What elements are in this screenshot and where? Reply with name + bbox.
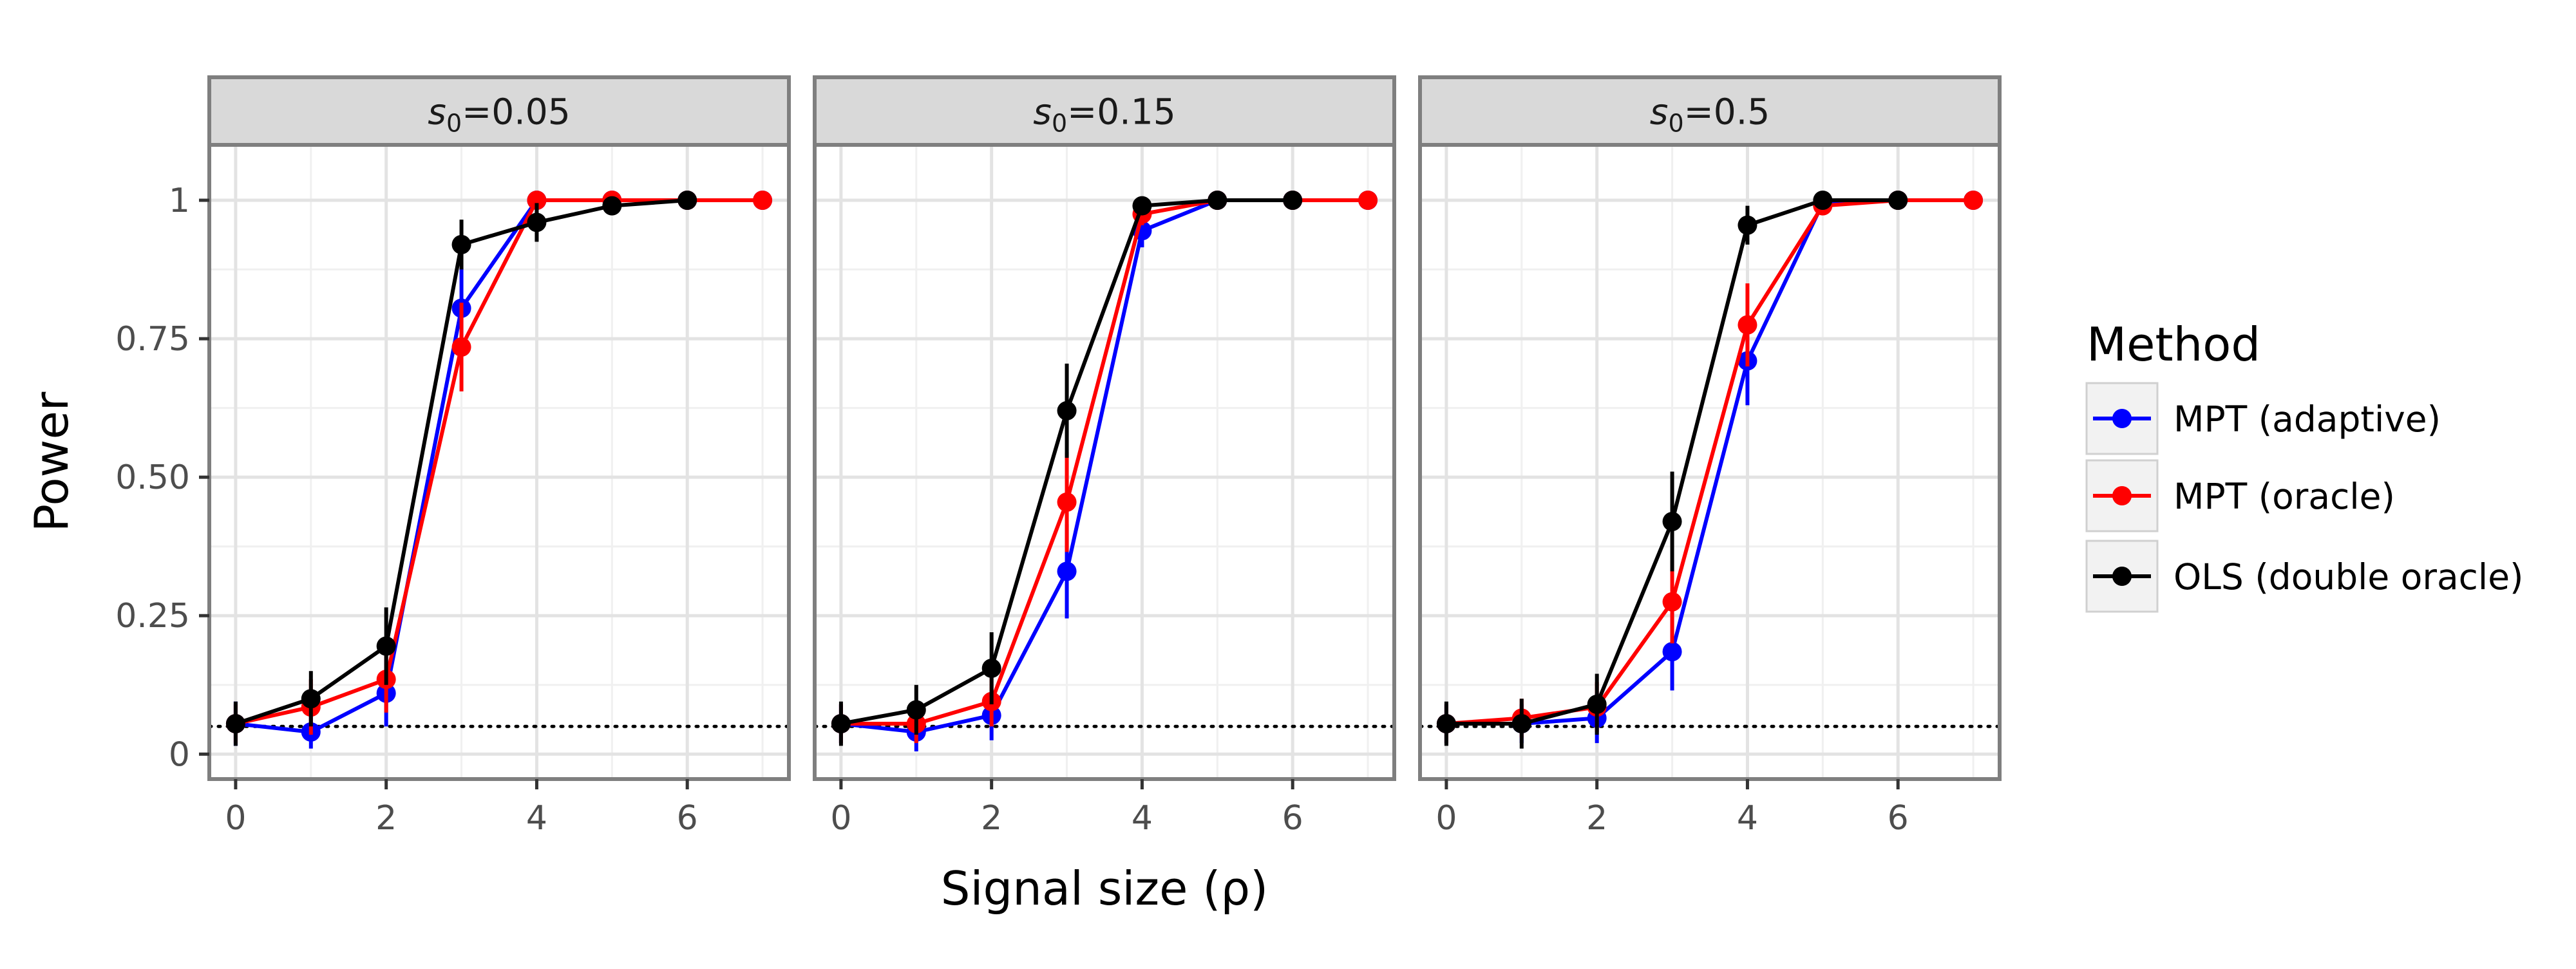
x-tick-label: 0 <box>1435 799 1457 838</box>
x-tick-label: 2 <box>1586 799 1607 838</box>
data-point <box>1132 196 1152 216</box>
data-point <box>527 212 547 232</box>
data-point <box>451 234 471 254</box>
data-point <box>1283 191 1303 211</box>
x-tick-label: 2 <box>375 799 397 838</box>
data-point <box>225 713 245 733</box>
strip-label: s0=0.15 <box>1033 91 1175 138</box>
x-tick-label: 2 <box>981 799 1002 838</box>
strip-label-subscript: 0 <box>446 109 462 138</box>
y-tick-label: 0 <box>169 735 190 774</box>
strip-label-value: =0.05 <box>462 91 571 133</box>
strip-label-value: =0.15 <box>1067 91 1176 133</box>
y-tick-label: 0.25 <box>115 597 190 635</box>
panel-border <box>1418 143 2002 781</box>
legend-label: MPT (adaptive) <box>2174 399 2441 440</box>
y-axis-title: Power <box>24 391 79 532</box>
strip-label: s0=0.5 <box>1650 91 1770 138</box>
data-point <box>753 191 773 211</box>
strip-label-value: =0.5 <box>1684 91 1770 133</box>
x-tick-label: 4 <box>526 799 547 838</box>
legend-entry: OLS (double oracle) <box>2085 540 2524 613</box>
strip-label-symbol: s <box>428 91 446 133</box>
data-point <box>831 713 851 733</box>
strip-label-subscript: 0 <box>1668 109 1683 138</box>
data-point <box>1358 191 1378 211</box>
data-point <box>1057 492 1077 512</box>
legend-entry: MPT (adaptive) <box>2085 382 2441 455</box>
series-ols-double-oracle <box>1436 191 1908 749</box>
data-point <box>1587 694 1607 714</box>
legend-label: OLS (double oracle) <box>2174 556 2524 597</box>
data-point <box>1436 713 1456 733</box>
data-point <box>1057 561 1077 581</box>
data-point <box>1057 400 1077 420</box>
panel-1: s0=0.050 2 4 600.250.500.751 <box>115 75 791 838</box>
series-ols-double-oracle <box>831 191 1303 746</box>
data-point <box>1208 191 1227 211</box>
panel-border <box>207 143 791 781</box>
data-point <box>451 337 471 357</box>
y-tick-label: 0.75 <box>115 320 190 359</box>
x-tick-label: 6 <box>1888 799 1909 838</box>
data-point <box>602 196 622 216</box>
data-point <box>1662 642 1682 662</box>
data-point <box>1964 191 1984 211</box>
y-tick-label: 0.50 <box>115 458 190 497</box>
series-ols-double-oracle <box>225 191 697 746</box>
data-point <box>1511 713 1531 733</box>
strip-label-subscript: 0 <box>1052 109 1067 138</box>
x-tick-label: 4 <box>1737 799 1758 838</box>
data-point <box>527 191 547 211</box>
legend-label: MPT (oracle) <box>2174 476 2395 517</box>
legend-key-point <box>2112 486 2132 505</box>
data-point <box>1662 592 1682 612</box>
data-point <box>1738 215 1757 235</box>
strip-label-symbol: s <box>1033 91 1052 133</box>
x-tick-label: 6 <box>677 799 698 838</box>
data-point <box>1888 191 1908 211</box>
strip-label: s0=0.05 <box>428 91 570 138</box>
data-point <box>301 689 321 709</box>
x-tick-label: 0 <box>830 799 851 838</box>
legend-title: Method <box>2087 317 2260 372</box>
strip-label-symbol: s <box>1650 91 1669 133</box>
x-tick-label: 6 <box>1282 799 1303 838</box>
x-tick-label: 4 <box>1132 799 1153 838</box>
legend-key-point <box>2112 409 2132 428</box>
data-point <box>677 191 697 211</box>
x-axis-title: Signal size (ρ) <box>941 861 1268 916</box>
data-point <box>981 658 1001 678</box>
panel-background <box>815 145 1394 779</box>
x-tick-label: 0 <box>225 799 246 838</box>
panel-background <box>209 145 789 779</box>
data-point <box>906 700 926 720</box>
panel-border <box>813 143 1396 781</box>
data-point <box>1738 315 1757 335</box>
data-point <box>1662 511 1682 531</box>
legend-key-point <box>2112 567 2132 586</box>
legend-entry: MPT (oracle) <box>2085 459 2395 532</box>
panel-2: s0=0.150 2 4 6 <box>813 75 1396 838</box>
data-point <box>376 636 396 656</box>
strip-background <box>207 75 791 147</box>
data-point <box>1813 191 1833 211</box>
strip-background <box>1418 75 2002 147</box>
y-tick-label: 1 <box>169 182 190 220</box>
panel-3: s0=0.50 2 4 6 <box>1418 75 2002 838</box>
legend: Method MPT (adaptive) MPT (oracle) OLS (dou… <box>2085 317 2524 613</box>
